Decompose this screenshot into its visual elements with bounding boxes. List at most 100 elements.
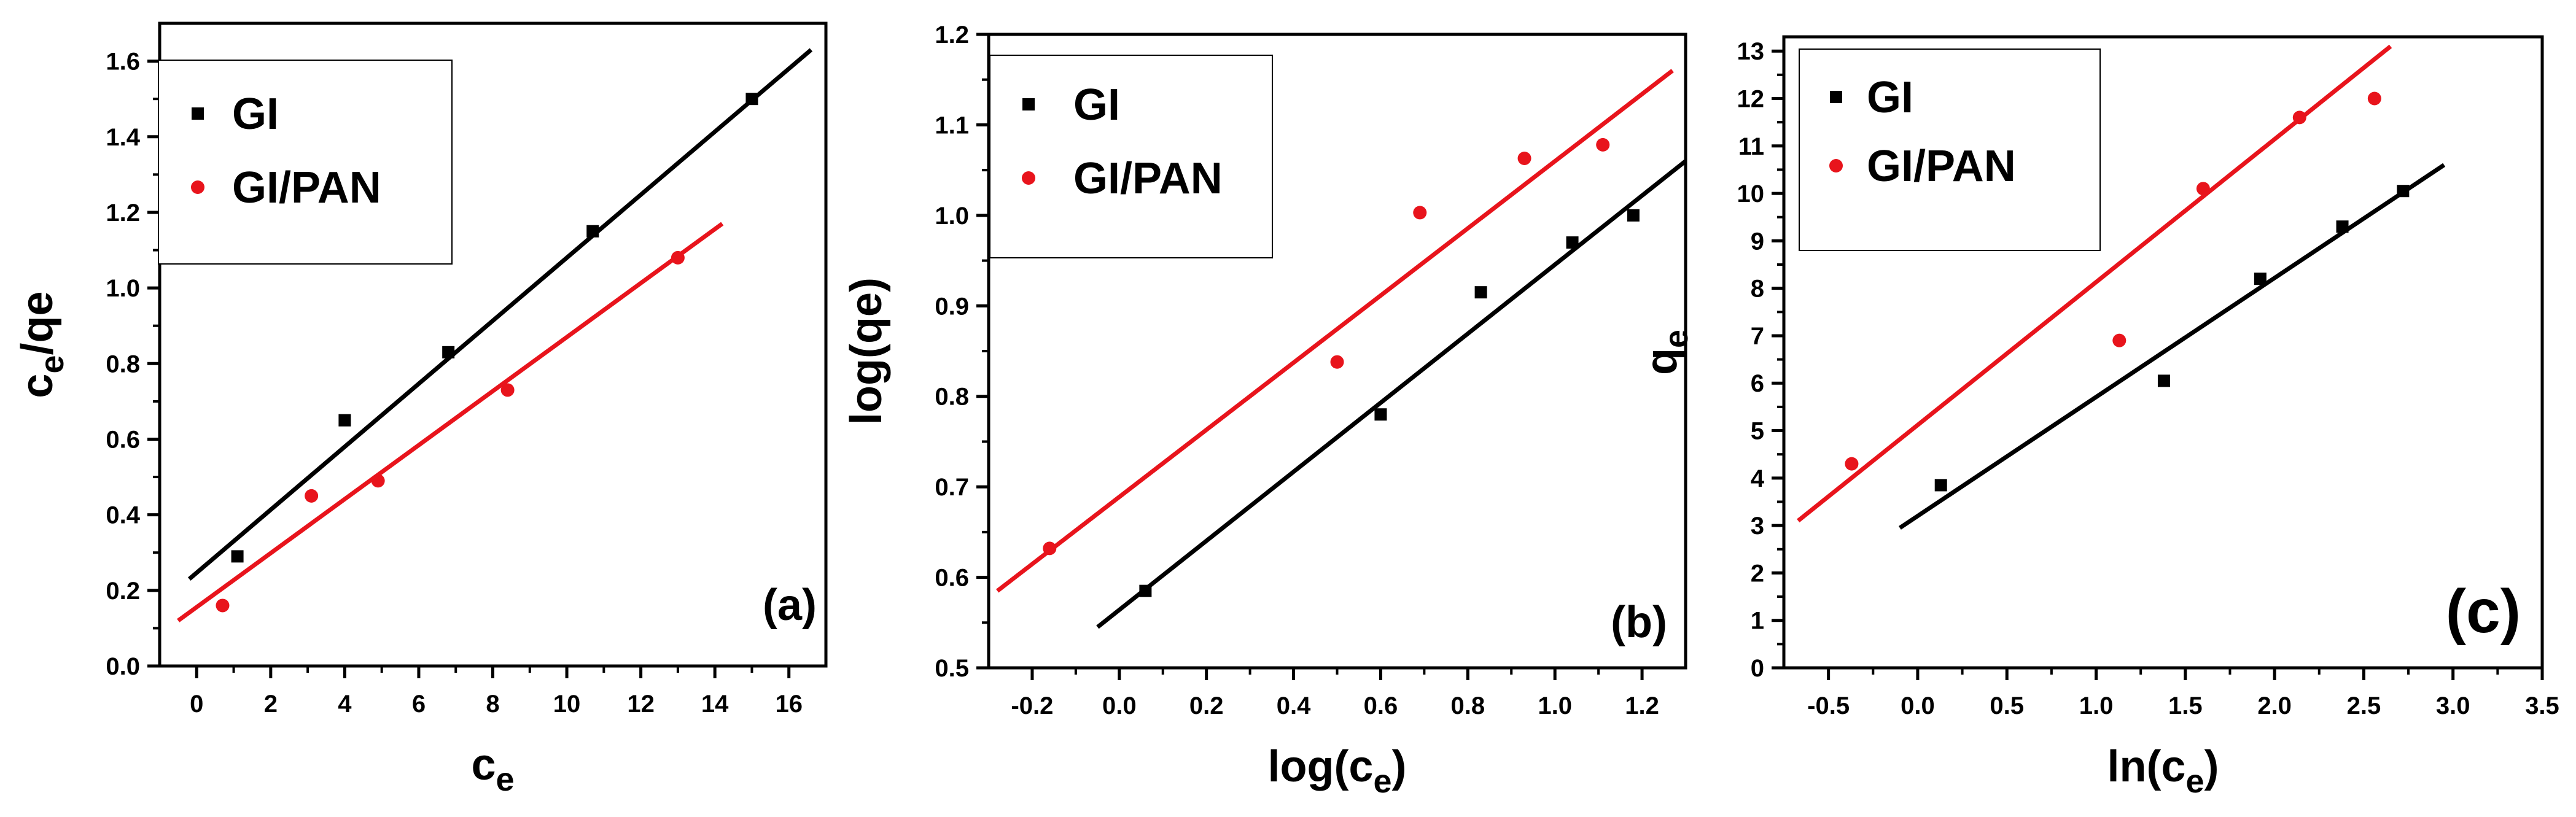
series-gi	[1898, 163, 2446, 530]
x-tick-label: 1.2	[1625, 692, 1659, 719]
x-axis-label: ln(ce)	[2107, 742, 2219, 800]
data-point	[1474, 286, 1487, 299]
data-point	[745, 93, 758, 106]
data-point	[1627, 209, 1640, 222]
y-tick-label: 11	[1738, 133, 1764, 160]
legend-label: GI	[232, 90, 279, 139]
y-tick-label: 7	[1751, 323, 1764, 350]
y-axis-label: qe	[1637, 330, 1695, 375]
panel-label: (c)	[2446, 577, 2521, 646]
y-tick-label: 0.9	[935, 293, 969, 320]
y-tick-label: 12	[1737, 85, 1765, 112]
x-tick-label: 0.0	[1901, 692, 1935, 719]
y-tick-label: 13	[1737, 38, 1765, 65]
y-tick-label: 4	[1751, 465, 1765, 492]
data-point	[1596, 137, 1610, 152]
x-tick-label: 2.5	[2347, 692, 2381, 719]
data-point	[2292, 110, 2306, 125]
legend-label: GI/PAN	[232, 163, 381, 212]
x-axis-label: ce	[471, 740, 514, 798]
y-tick-label: 0.5	[935, 655, 969, 682]
y-tick-label: 1.1	[935, 112, 969, 139]
legend-label: GI/PAN	[1867, 142, 2016, 191]
data-point	[1330, 355, 1344, 369]
x-tick-label: 0.2	[1189, 692, 1224, 719]
data-point	[231, 550, 244, 563]
x-tick-label: -0.2	[1011, 692, 1053, 719]
x-tick-label: 0.5	[1990, 692, 2024, 719]
x-tick-label: -0.5	[1807, 692, 1850, 719]
plot-frame	[1782, 35, 2544, 670]
x-tick-label: 0.8	[1451, 692, 1485, 719]
legend-frame	[158, 60, 453, 265]
legend-marker	[1830, 91, 1842, 103]
x-tick-label: 10	[553, 691, 581, 718]
legend: GI GI/PAN	[989, 55, 1273, 258]
data-point	[2112, 333, 2127, 347]
y-tick-label: 1.0	[106, 275, 140, 302]
data-point	[1517, 151, 1531, 165]
y-tick-label: 0.4	[106, 502, 140, 529]
data-point	[1566, 236, 1579, 249]
data-point	[338, 414, 351, 427]
y-tick-label: 1.4	[106, 124, 140, 151]
x-tick-label: 0.6	[1364, 692, 1398, 719]
fit-line	[187, 48, 813, 581]
legend: GI GI/PAN	[1799, 48, 2101, 251]
legend: GI GI/PAN	[158, 60, 453, 265]
legend-frame	[989, 55, 1273, 258]
y-tick-label: 0.2	[106, 578, 140, 605]
data-point	[1374, 408, 1387, 421]
y-tick-label: 10	[1737, 180, 1765, 207]
y-tick-label: 0.6	[106, 426, 140, 453]
y-tick-label: 9	[1751, 228, 1764, 255]
legend-label: GI	[1073, 80, 1120, 130]
data-point	[1845, 457, 1859, 471]
x-tick-label: 16	[775, 691, 803, 718]
panel-c: -0.5 0.0 0.5 1.0 1.5 2.0 2.5 3.0 3.5012345678910…	[1637, 35, 2559, 800]
legend-marker	[1829, 159, 1843, 172]
data-point	[305, 489, 319, 503]
legend-frame	[1799, 48, 2101, 251]
y-axis-label: log(qe)	[842, 277, 891, 425]
panel-a: 0 2 4 6 8 10 12 14 16 0.0 0.2 0.4 0.6 0.8 1.0 1.2 1.4 1.6…	[13, 21, 828, 798]
x-tick-label: 3.0	[2436, 692, 2470, 719]
series-gi	[187, 48, 813, 581]
y-tick-label: 5	[1751, 418, 1764, 445]
series-gi-pan	[1797, 44, 2392, 523]
x-tick-label: 12	[627, 691, 655, 718]
y-tick-label: 6	[1751, 370, 1764, 397]
legend-label: GI	[1867, 73, 1913, 122]
x-tick-label: 0.0	[1102, 692, 1137, 719]
data-point	[2336, 220, 2349, 233]
legend-label: GI/PAN	[1073, 154, 1223, 203]
legend-marker	[192, 107, 204, 120]
y-tick-label: 0.8	[106, 350, 140, 378]
x-tick-label: 14	[701, 691, 729, 718]
series-gi-pan	[996, 69, 1674, 593]
data-point	[2397, 185, 2410, 198]
x-tick-label: 1.0	[1538, 692, 1572, 719]
fit-line	[1898, 163, 2446, 530]
legend-marker	[1022, 171, 1035, 185]
panel-b: -0.2 0.0 0.2 0.4 0.6 0.8 1.0 1.2 0.5 0.6 0.7 0.8 0.9…	[842, 21, 1687, 800]
x-tick-label: 0.4	[1277, 692, 1311, 719]
data-point	[671, 250, 685, 265]
panel-label: (a)	[763, 581, 817, 630]
series-gi	[1096, 159, 1687, 629]
y-tick-label: 0.6	[935, 565, 969, 592]
data-point	[371, 474, 385, 488]
data-point	[586, 225, 599, 238]
y-tick-label: 0.0	[106, 653, 140, 680]
y-tick-label: 0.7	[935, 474, 969, 501]
data-point	[2196, 182, 2210, 196]
y-tick-label: 0	[1751, 655, 1764, 682]
y-tick-label: 1.2	[935, 21, 969, 48]
y-tick-label: 1.2	[106, 199, 140, 227]
data-point	[1413, 206, 1427, 220]
data-point	[216, 598, 230, 613]
x-tick-label: 0	[190, 691, 203, 718]
fit-line	[996, 69, 1674, 593]
data-point	[2254, 273, 2267, 285]
